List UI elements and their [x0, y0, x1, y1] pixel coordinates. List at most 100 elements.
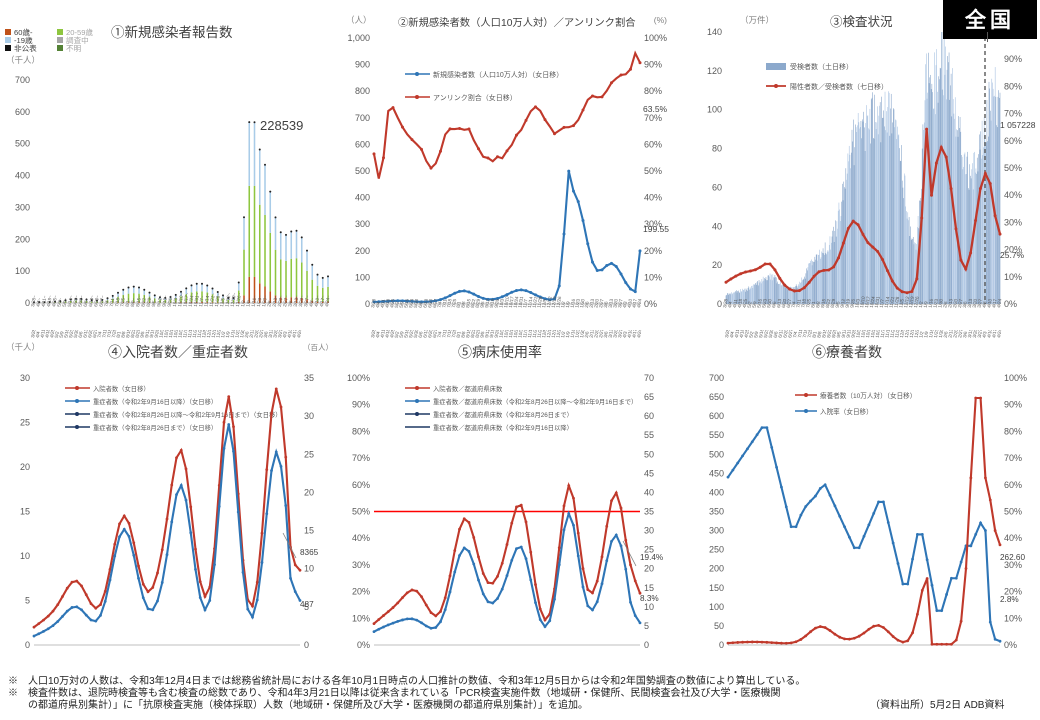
- svg-text:50: 50: [714, 621, 724, 631]
- svg-text:④入院者数／重症者数: ④入院者数／重症者数: [108, 344, 248, 360]
- svg-text:10: 10: [304, 564, 314, 574]
- svg-text:63.5%: 63.5%: [643, 104, 668, 114]
- svg-text:60%: 60%: [352, 480, 370, 490]
- svg-text:4/24: 4/24: [996, 298, 1003, 308]
- svg-text:40%: 40%: [644, 193, 662, 203]
- svg-text:50%: 50%: [644, 166, 662, 176]
- svg-text:200: 200: [709, 564, 724, 574]
- svg-text:⑤病床使用率: ⑤病床使用率: [458, 344, 542, 360]
- svg-text:100%: 100%: [347, 373, 370, 383]
- svg-text:800: 800: [355, 86, 370, 96]
- svg-text:20%: 20%: [644, 246, 662, 256]
- svg-text:重症者数（令和2年8月26日まで）（女日移）: 重症者数（令和2年8月26日まで）（女日移）: [93, 423, 217, 432]
- svg-text:700: 700: [355, 113, 370, 123]
- svg-text:4/24: 4/24: [996, 330, 1003, 338]
- svg-text:262.60: 262.60: [1000, 553, 1025, 562]
- svg-text:（千人）: （千人）: [6, 55, 40, 65]
- svg-text:受検者数（土日移）: 受検者数（土日移）: [790, 62, 853, 71]
- svg-text:0%: 0%: [1004, 640, 1017, 650]
- svg-text:4/24: 4/24: [636, 330, 643, 338]
- svg-text:4/24~: 4/24~: [324, 295, 331, 308]
- svg-text:30: 30: [20, 373, 30, 383]
- svg-text:100: 100: [709, 602, 724, 612]
- svg-text:35: 35: [644, 507, 654, 517]
- svg-text:陽性者数／受検者数（七日移）: 陽性者数／受検者数（七日移）: [790, 82, 888, 91]
- svg-text:487: 487: [300, 600, 314, 609]
- svg-text:100: 100: [707, 105, 722, 115]
- svg-text:①新規感染者報告数: ①新規感染者報告数: [111, 24, 233, 40]
- svg-text:非公表: 非公表: [14, 43, 37, 53]
- svg-text:60: 60: [644, 411, 654, 421]
- svg-text:不明: 不明: [66, 44, 82, 53]
- svg-text:0%: 0%: [644, 299, 657, 309]
- svg-text:10: 10: [20, 551, 30, 561]
- svg-text:400: 400: [15, 171, 30, 181]
- svg-text:10%: 10%: [1004, 272, 1022, 282]
- svg-text:0: 0: [644, 640, 649, 650]
- svg-text:15: 15: [304, 526, 314, 536]
- svg-text:70%: 70%: [644, 113, 662, 123]
- svg-text:600: 600: [355, 139, 370, 149]
- svg-text:70%: 70%: [352, 453, 370, 463]
- svg-text:50%: 50%: [1004, 507, 1022, 517]
- svg-text:500: 500: [355, 166, 370, 176]
- svg-text:20: 20: [20, 462, 30, 472]
- svg-text:40%: 40%: [1004, 533, 1022, 543]
- svg-text:90%: 90%: [644, 60, 662, 70]
- svg-text:140: 140: [707, 27, 722, 37]
- svg-text:250: 250: [709, 545, 724, 555]
- svg-text:100: 100: [355, 272, 370, 282]
- svg-text:入院者数／都道府県床数: 入院者数／都道府県床数: [433, 384, 503, 393]
- svg-text:0: 0: [304, 640, 309, 650]
- svg-text:アンリンク割合（女日移）: アンリンク割合（女日移）: [433, 93, 517, 102]
- svg-text:療養者数（10万人対）（女日移）: 療養者数（10万人対）（女日移）: [820, 391, 916, 400]
- svg-text:10: 10: [644, 602, 654, 612]
- svg-text:500: 500: [709, 449, 724, 459]
- svg-text:新規感染者数（人口10万人対）（女日移）: 新規感染者数（人口10万人対）（女日移）: [433, 70, 563, 79]
- svg-text:重症者数／都道府県床数（令和2年8月26日まで）: 重症者数／都道府県床数（令和2年8月26日まで）: [433, 410, 573, 419]
- svg-text:60%: 60%: [644, 139, 662, 149]
- svg-text:60%: 60%: [1004, 480, 1022, 490]
- svg-text:200: 200: [15, 234, 30, 244]
- svg-text:90%: 90%: [1004, 400, 1022, 410]
- svg-text:4/24: 4/24: [636, 298, 643, 308]
- svg-text:(%): (%): [654, 15, 667, 25]
- svg-text:1,000: 1,000: [347, 33, 370, 43]
- svg-text:700: 700: [15, 75, 30, 85]
- svg-text:50%: 50%: [352, 507, 370, 517]
- svg-text:20: 20: [644, 564, 654, 574]
- svg-text:700: 700: [709, 373, 724, 383]
- svg-text:300: 300: [709, 526, 724, 536]
- svg-text:20%: 20%: [352, 587, 370, 597]
- svg-text:5: 5: [644, 621, 649, 631]
- svg-text:100%: 100%: [644, 33, 667, 43]
- svg-text:10%: 10%: [1004, 613, 1022, 623]
- svg-text:8.3%: 8.3%: [640, 594, 659, 603]
- svg-text:0: 0: [719, 640, 724, 650]
- svg-text:30: 30: [304, 411, 314, 421]
- svg-text:600: 600: [709, 411, 724, 421]
- svg-text:350: 350: [709, 507, 724, 517]
- svg-text:2.8%: 2.8%: [1000, 595, 1019, 604]
- svg-text:0%: 0%: [357, 640, 370, 650]
- svg-text:900: 900: [355, 60, 370, 70]
- svg-text:80: 80: [712, 144, 722, 154]
- svg-text:80%: 80%: [644, 86, 662, 96]
- svg-text:50%: 50%: [1004, 163, 1022, 173]
- svg-text:30: 30: [644, 526, 654, 536]
- svg-text:10%: 10%: [352, 613, 370, 623]
- svg-text:80%: 80%: [1004, 81, 1022, 91]
- svg-text:90%: 90%: [352, 400, 370, 410]
- svg-text:30%: 30%: [1004, 217, 1022, 227]
- svg-text:1 057228: 1 057228: [1000, 120, 1036, 130]
- svg-text:重症者数（令和2年9月16日以降）（女日移）: 重症者数（令和2年9月16日以降）（女日移）: [93, 397, 217, 406]
- svg-text:120: 120: [707, 66, 722, 76]
- svg-text:80%: 80%: [352, 426, 370, 436]
- svg-text:0%: 0%: [1004, 299, 1017, 309]
- svg-text:（百人）: （百人）: [303, 343, 333, 352]
- svg-text:650: 650: [709, 392, 724, 402]
- svg-text:15: 15: [20, 507, 30, 517]
- svg-text:200: 200: [355, 246, 370, 256]
- svg-text:35: 35: [304, 373, 314, 383]
- svg-text:40: 40: [644, 487, 654, 497]
